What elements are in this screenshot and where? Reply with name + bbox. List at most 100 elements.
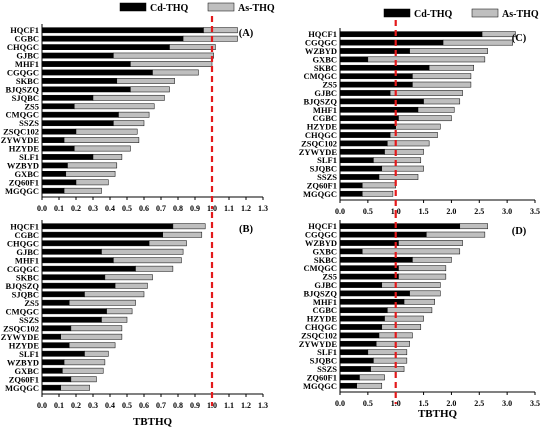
- bar-cd-SSZS: [41, 120, 114, 127]
- category-label: SJQBC: [310, 356, 337, 366]
- bar-as-ZYWYDE: [384, 148, 424, 155]
- x-tick-label: 0.4: [105, 401, 115, 410]
- category-label: SJQBC: [310, 164, 337, 174]
- category-label: GXBC: [14, 169, 39, 179]
- bar-cd-CMQGC: [339, 265, 399, 272]
- bar-cd-ZS5: [41, 299, 70, 306]
- bar-as-SJQBC: [84, 291, 145, 298]
- bar-as-GXBC: [65, 171, 116, 177]
- bar-as-CMQGC: [118, 111, 150, 118]
- x-tick-label: 0.8: [173, 204, 183, 213]
- category-label: HQCF1: [10, 25, 39, 35]
- category-label: WZBYD: [305, 46, 337, 56]
- chart-panel-3: HQCF1CGQGCWZBYDGXBCSKBCCMQGCZS5GJBCBJQSZ…: [299, 8, 540, 216]
- bar-as-ZSQC102: [75, 128, 138, 135]
- bar-cd-HQCF1: [339, 223, 461, 230]
- bar-cd-MHF1: [41, 61, 131, 67]
- bar-as-BJQSZQ: [409, 290, 441, 297]
- bar-cd-SJQBC: [339, 165, 383, 172]
- bar-as-SKBC: [428, 64, 474, 71]
- category-label: BJQSZQ: [5, 281, 39, 291]
- category-label: WZBYD: [305, 238, 337, 248]
- bar-cd-SLF1: [41, 154, 94, 160]
- category-label: CGQGC: [7, 67, 39, 77]
- bar-as-ZSQC102: [387, 140, 430, 147]
- x-axis-label: TBTHQ: [133, 416, 173, 428]
- x-tick-label: 0.9: [190, 204, 200, 213]
- bar-cd-ZSQC102: [339, 332, 380, 339]
- bar-as-ZSQC102: [70, 325, 123, 332]
- bar-as-MHF1: [113, 257, 182, 264]
- x-tick-label: 0.1: [54, 401, 64, 410]
- category-label: CMQGC: [303, 263, 337, 273]
- category-label: ZQ60F1: [9, 374, 39, 384]
- bar-cd-BJQSZQ: [41, 86, 131, 93]
- category-label: HZYDE: [9, 340, 40, 350]
- bar-as-MGQGC: [63, 187, 102, 194]
- bar-cd-SKBC: [339, 256, 413, 263]
- x-tick-label: 0.7: [156, 401, 166, 410]
- bar-cd-CGBC: [41, 35, 184, 42]
- category-label: SKBC: [16, 76, 39, 86]
- bar-cd-HQCF1: [339, 31, 483, 38]
- bar-cd-SSZS: [41, 316, 102, 323]
- bar-cd-HZYDE: [339, 315, 385, 322]
- category-label: SSZS: [317, 172, 337, 182]
- bar-cd-MHF1: [41, 257, 114, 264]
- x-tick-label: 1.2: [241, 401, 251, 410]
- bar-cd-SLF1: [339, 157, 374, 164]
- bar-as-ZS5: [412, 81, 472, 88]
- x-tick-label: 0.9: [190, 401, 200, 410]
- x-tick-label: 0.3: [88, 401, 98, 410]
- bar-as-ZS5: [74, 103, 155, 110]
- bar-cd-ZYWYDE: [339, 148, 385, 155]
- legend: Cd-THQ As-THQ: [383, 8, 539, 20]
- x-tick-label: 2.0: [446, 399, 456, 408]
- bar-as-MHF1: [130, 61, 213, 67]
- category-label: HZYDE: [307, 314, 338, 324]
- bar-as-ZYWYDE: [63, 137, 140, 143]
- bar-as-CGQGC: [426, 231, 486, 238]
- bar-cd-GXBC: [41, 171, 67, 177]
- category-label: ZS5: [322, 272, 337, 282]
- category-label: SKBC: [16, 272, 39, 282]
- bar-cd-ZSQC102: [41, 325, 72, 332]
- legend-label: Cd-THQ: [414, 9, 453, 20]
- bar-as-ZS5: [68, 299, 136, 306]
- bar-as-CMQGC: [398, 265, 447, 272]
- bar-as-SLF1: [92, 154, 123, 160]
- category-label: ZQ60F1: [307, 180, 337, 190]
- category-label: MGQGC: [5, 383, 39, 393]
- bar-as-ZQ60F1: [359, 374, 385, 381]
- panel-label: (B): [239, 224, 254, 235]
- category-label: CMQGC: [5, 306, 39, 316]
- category-label: ZQ60F1: [9, 177, 39, 187]
- bar-cd-ZYWYDE: [41, 333, 61, 340]
- category-label: MGQGC: [5, 186, 39, 196]
- bar-as-CGBC: [162, 231, 203, 238]
- bar-as-HQCF1: [203, 27, 238, 34]
- x-tick-label: 0.0: [37, 204, 47, 213]
- category-label: HQCF1: [308, 221, 337, 231]
- bar-cd-SKBC: [339, 64, 430, 71]
- category-label: WZBYD: [7, 357, 39, 367]
- bar-cd-BJQSZQ: [339, 98, 424, 105]
- bar-as-GJBC: [389, 90, 463, 96]
- bar-as-HZYDE: [395, 123, 441, 130]
- bar-cd-ZS5: [339, 81, 413, 88]
- bar-cd-HZYDE: [41, 342, 70, 349]
- bar-cd-CHQGC: [339, 132, 391, 138]
- bar-as-SKBC: [412, 256, 452, 263]
- category-label: SSZS: [19, 315, 39, 325]
- bar-as-BJQSZQ: [130, 86, 170, 93]
- category-label: CMQGC: [303, 71, 337, 81]
- bar-as-SLF1: [367, 349, 408, 356]
- bar-cd-SJQBC: [339, 357, 374, 364]
- category-label: ZS5: [322, 80, 337, 90]
- x-tick-label: 1.3: [258, 401, 268, 410]
- bar-as-GJBC: [113, 52, 214, 59]
- category-label: MHF1: [313, 297, 337, 307]
- x-tick-label: 1.3: [258, 204, 268, 213]
- bar-cd-ZS5: [339, 273, 399, 280]
- bar-cd-BJQSZQ: [41, 282, 116, 289]
